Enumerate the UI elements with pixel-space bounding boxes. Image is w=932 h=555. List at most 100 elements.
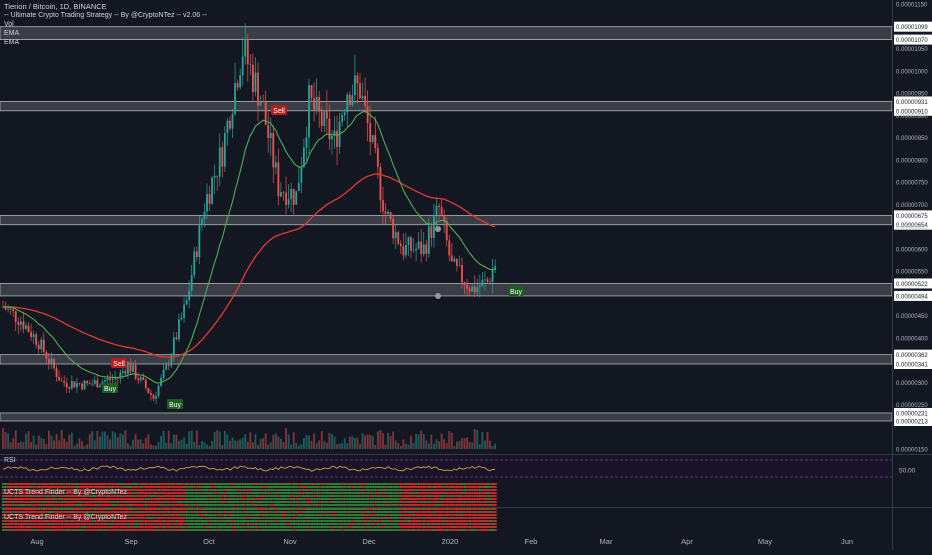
trend-cell <box>188 508 191 510</box>
trend-cell <box>63 529 66 531</box>
trend-cell <box>325 526 329 528</box>
trend-cell <box>22 529 25 531</box>
ucts-trend-pane-2[interactable]: UCTS Trend Finder -- By @CryptoNTez <box>0 507 892 532</box>
trend-cell <box>132 529 135 531</box>
trend-cell <box>132 498 135 500</box>
trend-cell <box>323 489 326 491</box>
trend-cell <box>58 517 61 519</box>
trend-cell <box>318 495 321 497</box>
trend-cell <box>392 504 395 506</box>
trend-cell <box>24 514 28 516</box>
trend-cell <box>417 508 421 510</box>
volume-bar <box>78 438 81 449</box>
trend-cell <box>226 495 229 497</box>
trend-cell <box>106 489 110 491</box>
signal-buy[interactable]: Buy <box>508 286 524 296</box>
trend-cell <box>155 523 158 525</box>
study-vol[interactable]: Vol <box>4 21 14 28</box>
trend-cell <box>104 489 107 491</box>
trend-cell <box>290 504 293 506</box>
price-chart[interactable]: Sell Buy Sell Buy Buy <box>0 0 893 453</box>
trend-cell <box>246 529 250 531</box>
trend-cell <box>287 523 291 525</box>
trend-cell <box>96 495 99 497</box>
trend-cell <box>98 489 102 491</box>
candle-body <box>216 175 219 177</box>
trend-cell <box>481 529 484 531</box>
event-marker-icon[interactable] <box>435 293 441 299</box>
candle-body <box>494 266 497 270</box>
trend-cell <box>486 526 490 528</box>
trend-cell <box>330 526 334 528</box>
trend-cell <box>425 526 428 528</box>
volume-bar <box>70 432 73 449</box>
event-marker-icon[interactable] <box>435 226 441 232</box>
trend-cell <box>366 492 370 494</box>
volume-bar <box>412 443 415 449</box>
trend-cell <box>320 529 324 531</box>
trend-cell <box>114 501 117 503</box>
trend-cell <box>58 495 61 497</box>
trend-cell <box>364 504 367 506</box>
trend-cell <box>68 501 71 503</box>
rsi-pane[interactable]: RSI <box>0 455 892 482</box>
trend-cell <box>177 511 181 513</box>
trend-cell <box>144 529 148 531</box>
trend-cell <box>259 511 263 513</box>
trend-cell <box>346 495 349 497</box>
trend-cell <box>438 517 441 519</box>
time-axis[interactable]: Aug Sep Oct Nov Dec 2020 Feb Mar Apr May Jun <box>0 532 892 550</box>
trend-cell <box>282 504 286 506</box>
trend-cell <box>53 486 56 488</box>
candle-body <box>147 387 150 394</box>
trend-cell <box>274 511 278 513</box>
trend-cell <box>491 514 495 516</box>
trend-cell <box>216 514 219 516</box>
volume-bar <box>274 433 277 449</box>
price-label-highlight <box>894 278 932 289</box>
trend-cell <box>4 517 8 519</box>
trend-cell <box>343 489 347 491</box>
signal-buy[interactable]: Buy <box>167 399 183 409</box>
trend-cell <box>463 498 467 500</box>
trend-cell <box>450 529 454 531</box>
signal-buy[interactable]: Buy <box>102 383 118 393</box>
volume-bar <box>354 437 356 449</box>
trend-cell <box>277 483 280 485</box>
trend-cell <box>139 514 143 516</box>
trend-cell <box>208 504 212 506</box>
trend-cell <box>379 498 382 500</box>
trend-cell <box>300 483 303 485</box>
trend-cell <box>223 495 227 497</box>
price-axis[interactable]: 0.00001150 0.00001099 0.00001070 0.00001050… <box>892 0 932 550</box>
signal-sell[interactable]: Sell <box>271 105 287 115</box>
trend-cell <box>244 498 247 500</box>
trend-cell <box>193 495 196 497</box>
trend-cell <box>83 483 87 485</box>
trend-cell <box>341 498 344 500</box>
candle-body <box>440 206 443 215</box>
main-chart-pane[interactable]: Sell Buy Sell Buy Buy <box>0 0 893 453</box>
trend-cell <box>40 492 43 494</box>
volume-bar <box>259 438 262 449</box>
signal-sell[interactable]: Sell <box>111 358 127 368</box>
trend-cell <box>132 508 135 510</box>
trend-cell <box>244 492 247 494</box>
trend-cell <box>356 523 359 525</box>
trend-cell <box>200 489 204 491</box>
trend-cell <box>336 483 339 485</box>
study-ema-2[interactable]: EMA <box>4 39 20 46</box>
trend-cell <box>305 511 308 513</box>
trend-cell <box>160 523 163 525</box>
trend-cell <box>126 489 130 491</box>
trend-cell <box>9 486 13 488</box>
trend-cell <box>384 483 388 485</box>
trend-cell <box>216 483 219 485</box>
ucts-trend-pane-1[interactable]: UCTS Trend Finder -- By @CryptoNTez <box>0 482 892 507</box>
trend-cell <box>308 529 311 531</box>
trend-cell <box>251 504 255 506</box>
trend-cell <box>172 504 176 506</box>
trend-cell <box>155 517 158 519</box>
study-ema-1[interactable]: EMA <box>4 29 207 38</box>
trend-cell <box>269 495 273 497</box>
